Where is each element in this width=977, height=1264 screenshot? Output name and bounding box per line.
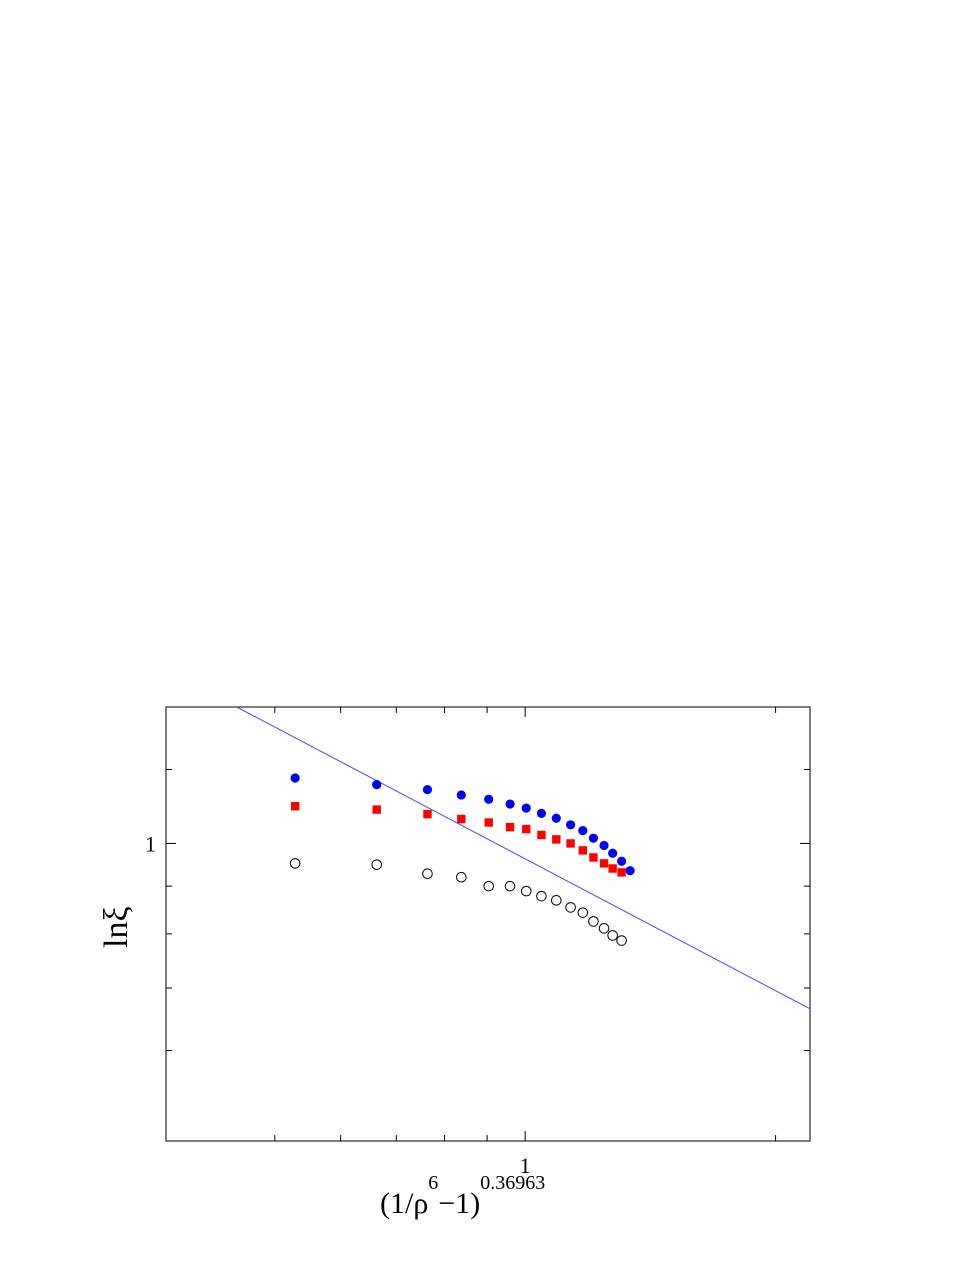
- data-point-filled-circle: [578, 826, 588, 836]
- plot-frame: [165, 706, 811, 1142]
- x-axis-label: (1/ρ6−1)0.36963: [380, 1172, 545, 1220]
- data-markers: [289, 773, 635, 946]
- data-point-filled-square: [290, 802, 300, 811]
- data-point-open-circle: [551, 895, 562, 906]
- data-point-filled-circle: [599, 840, 609, 851]
- data-point-open-circle: [289, 858, 301, 869]
- data-point-filled-circle: [456, 790, 466, 800]
- data-point-open-circle: [536, 890, 547, 902]
- data-point-filled-circle: [484, 794, 494, 804]
- data-point-filled-circle: [372, 780, 382, 790]
- data-point-filled-square: [522, 824, 531, 834]
- data-point-open-circle: [483, 880, 495, 892]
- data-point-filled-square: [608, 864, 617, 873]
- data-point-filled-square: [505, 822, 515, 832]
- y-tick-label: 1: [145, 831, 156, 856]
- y-axis-label: lnξ: [98, 906, 135, 948]
- data-point-open-circle: [598, 923, 610, 934]
- data-point-filled-square: [589, 853, 598, 862]
- data-point-filled-circle: [521, 803, 531, 813]
- x-tick-label: 1: [520, 1153, 531, 1178]
- data-point-filled-square: [578, 846, 588, 855]
- data-point-open-circle: [520, 885, 532, 897]
- data-point-open-circle: [371, 859, 383, 870]
- fit-lines: [236, 707, 810, 1010]
- data-point-filled-square: [537, 830, 546, 840]
- data-point-filled-circle: [505, 799, 515, 809]
- data-point-open-circle: [422, 868, 433, 880]
- data-point-filled-square: [599, 859, 609, 868]
- data-point-open-circle: [504, 880, 516, 892]
- data-point-filled-square: [457, 814, 466, 824]
- data-point-open-circle: [565, 902, 576, 913]
- data-point-filled-square: [372, 805, 381, 814]
- axis-ticks: [166, 707, 810, 1141]
- data-point-filled-circle: [290, 773, 300, 783]
- fit-line: [236, 707, 810, 1010]
- data-point-filled-circle: [536, 808, 547, 818]
- data-point-open-circle: [577, 907, 589, 918]
- data-point-open-circle: [607, 930, 618, 941]
- data-point-filled-circle: [551, 813, 561, 823]
- data-point-filled-square: [484, 818, 493, 827]
- data-point-open-circle: [456, 871, 467, 883]
- data-point-filled-square: [617, 868, 626, 877]
- data-point-filled-square: [566, 839, 575, 848]
- data-point-filled-square: [552, 835, 561, 844]
- data-point-filled-circle: [422, 784, 433, 795]
- data-point-filled-circle: [608, 848, 618, 858]
- data-point-filled-square: [423, 809, 432, 819]
- tick-labels: 11: [145, 831, 531, 1178]
- data-point-open-circle: [588, 916, 599, 927]
- data-point-open-circle: [616, 935, 627, 946]
- data-point-filled-circle: [625, 866, 635, 876]
- data-point-filled-circle: [565, 820, 576, 830]
- data-point-filled-circle: [617, 856, 627, 866]
- data-point-filled-circle: [588, 833, 599, 843]
